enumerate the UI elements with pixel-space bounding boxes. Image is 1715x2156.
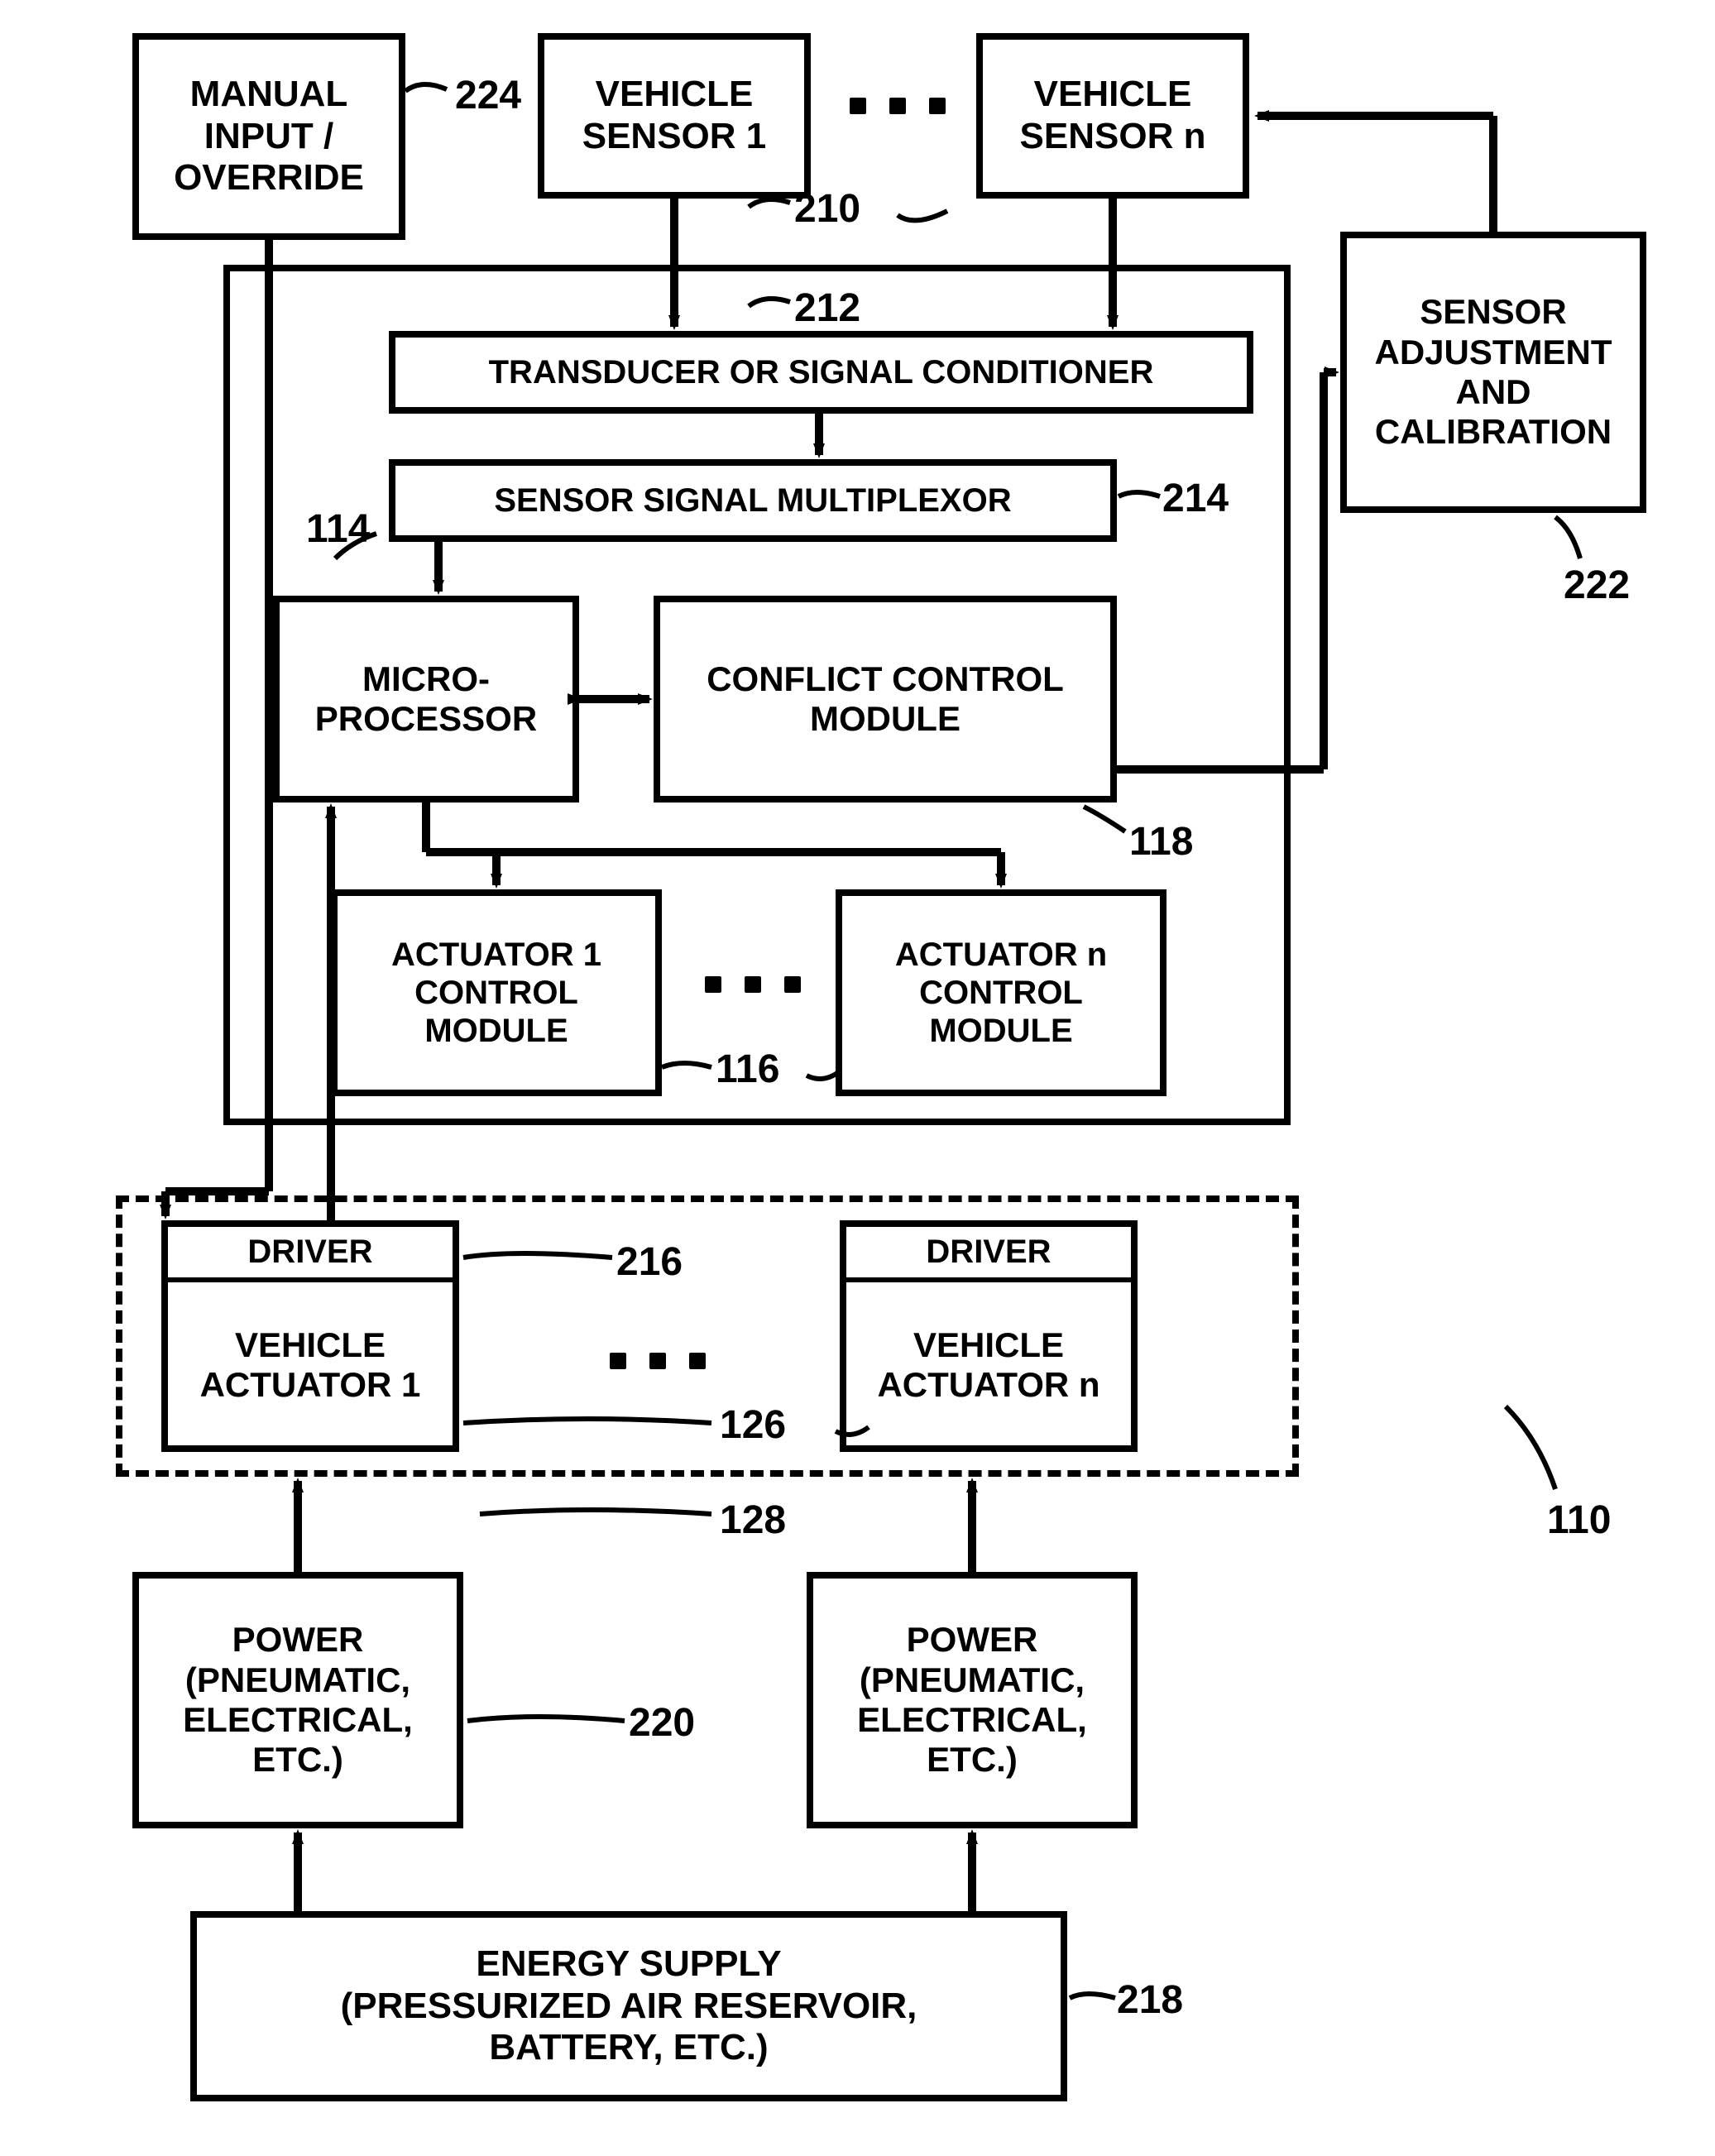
label-116: 116 xyxy=(716,1047,779,1092)
actuatorn-ctrl-box: ACTUATOR nCONTROLMODULE xyxy=(836,889,1166,1096)
energy-box: ENERGY SUPPLY(PRESSURIZED AIR RESERVOIR,… xyxy=(190,1911,1067,2101)
vehicle-sensor-n-label: VEHICLESENSOR n xyxy=(1020,74,1206,157)
powern-box: POWER(PNEUMATIC,ELECTRICAL,ETC.) xyxy=(807,1572,1138,1828)
conflict-box: CONFLICT CONTROLMODULE xyxy=(654,596,1117,803)
label-110: 110 xyxy=(1547,1497,1611,1543)
label-128: 128 xyxy=(720,1497,786,1543)
actuator-ellipsis xyxy=(604,1353,711,1369)
label-218: 218 xyxy=(1117,1977,1183,2023)
vehicle-sensor-n-box: VEHICLESENSOR n xyxy=(976,33,1249,199)
vehicle-sensor-1-label: VEHICLESENSOR 1 xyxy=(582,74,767,157)
label-216: 216 xyxy=(616,1239,683,1285)
label-222: 222 xyxy=(1564,563,1630,608)
multiplexor-label: SENSOR SIGNAL MULTIPLEXOR xyxy=(494,482,1011,520)
actuator1-ctrl-box: ACTUATOR 1CONTROLMODULE xyxy=(331,889,662,1096)
driver1-body-label: VEHICLEACTUATOR 1 xyxy=(200,1325,421,1406)
label-118: 118 xyxy=(1129,819,1193,865)
actuatorn-ctrl-label: ACTUATOR nCONTROLMODULE xyxy=(895,936,1107,1050)
label-210: 210 xyxy=(794,186,860,232)
drivern-body-label: VEHICLEACTUATOR n xyxy=(877,1325,1099,1406)
conflict-label: CONFLICT CONTROLMODULE xyxy=(707,659,1064,740)
drivern-header-label: DRIVER xyxy=(926,1234,1051,1270)
label-224: 224 xyxy=(455,73,521,118)
actuator-ctrl-ellipsis xyxy=(699,976,807,993)
powern-label: POWER(PNEUMATIC,ELECTRICAL,ETC.) xyxy=(857,1620,1087,1780)
power1-label: POWER(PNEUMATIC,ELECTRICAL,ETC.) xyxy=(183,1620,413,1780)
power1-box: POWER(PNEUMATIC,ELECTRICAL,ETC.) xyxy=(132,1572,463,1828)
label-214: 214 xyxy=(1162,476,1229,521)
manual-input-label: MANUALINPUT /OVERRIDE xyxy=(174,74,364,199)
energy-label: ENERGY SUPPLY(PRESSURIZED AIR RESERVOIR,… xyxy=(341,1943,917,2069)
multiplexor-box: SENSOR SIGNAL MULTIPLEXOR xyxy=(389,459,1117,542)
transducer-box: TRANSDUCER OR SIGNAL CONDITIONER xyxy=(389,331,1253,414)
sensor-ellipsis xyxy=(844,98,951,114)
sensor-adjust-label: SENSORADJUSTMENTANDCALIBRATION xyxy=(1374,292,1612,452)
label-114: 114 xyxy=(306,506,370,552)
vehicle-sensor-1-box: VEHICLESENSOR 1 xyxy=(538,33,811,199)
label-212: 212 xyxy=(794,285,860,331)
manual-input-box: MANUALINPUT /OVERRIDE xyxy=(132,33,405,240)
microprocessor-box: MICRO-PROCESSOR xyxy=(273,596,579,803)
driver1-header-label: DRIVER xyxy=(247,1234,372,1270)
drivern-box: DRIVER VEHICLEACTUATOR n xyxy=(840,1220,1138,1452)
transducer-label: TRANSDUCER OR SIGNAL CONDITIONER xyxy=(489,353,1154,391)
label-220: 220 xyxy=(629,1700,695,1746)
label-126: 126 xyxy=(720,1402,786,1448)
microprocessor-label: MICRO-PROCESSOR xyxy=(315,659,537,740)
driver1-box: DRIVER VEHICLEACTUATOR 1 xyxy=(161,1220,459,1452)
actuator1-ctrl-label: ACTUATOR 1CONTROLMODULE xyxy=(391,936,601,1050)
sensor-adjust-box: SENSORADJUSTMENTANDCALIBRATION xyxy=(1340,232,1646,513)
